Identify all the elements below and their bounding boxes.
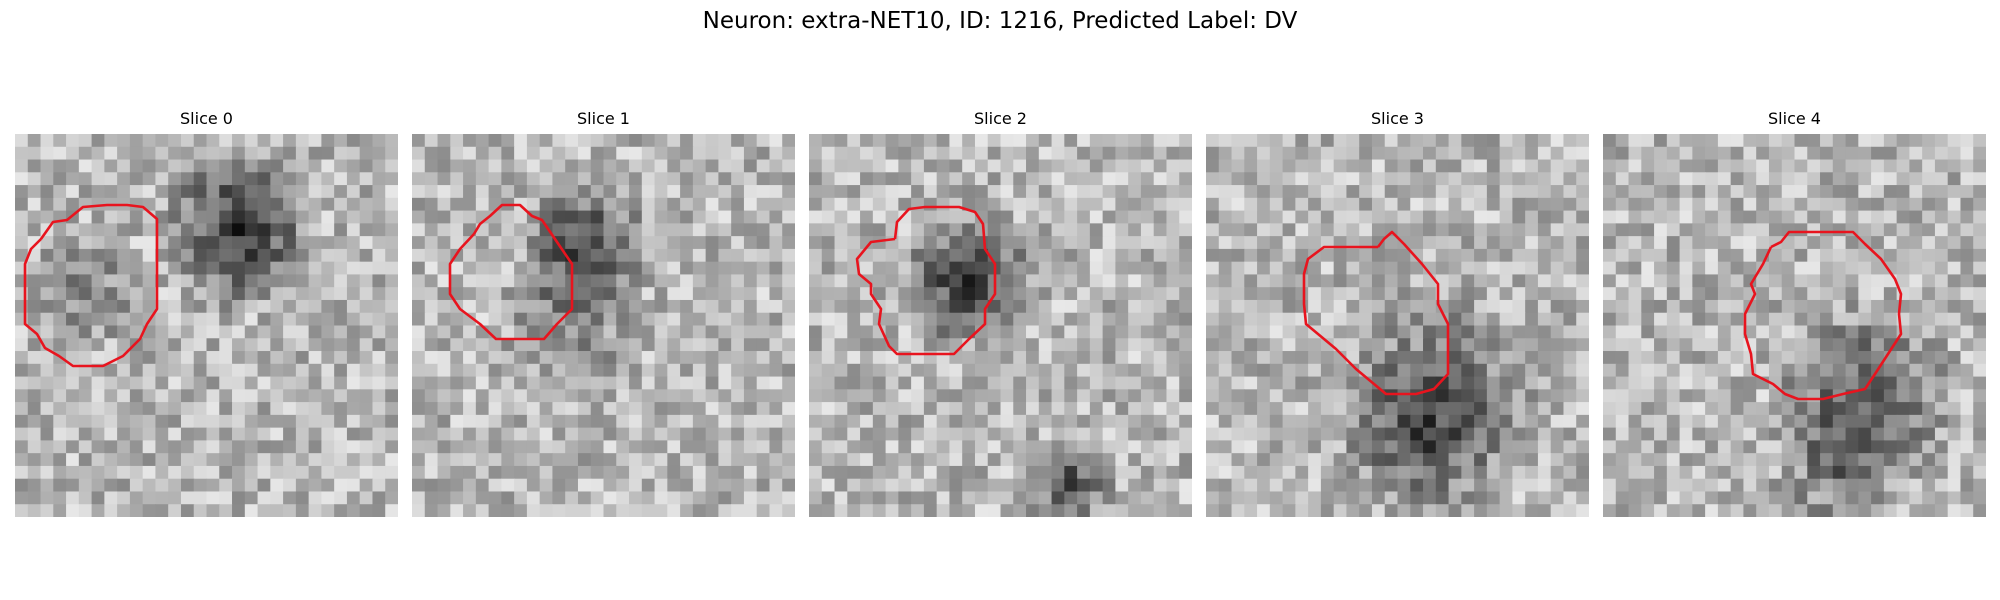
slice-image — [1206, 134, 1589, 517]
slice-title: Slice 0 — [180, 109, 233, 128]
roi-contour — [1302, 230, 1450, 396]
slice-image — [15, 134, 398, 517]
slice-title: Slice 4 — [1768, 109, 1821, 128]
slice-title: Slice 1 — [577, 109, 630, 128]
figure-title: Neuron: extra-NET10, ID: 1216, Predicted… — [702, 8, 1298, 34]
slice-panel-1: Slice 1 — [412, 108, 795, 517]
slice-image — [412, 134, 795, 517]
slice-image — [809, 134, 1192, 517]
roi-contour — [448, 203, 574, 341]
slice-panel-4: Slice 4 — [1603, 108, 1986, 517]
slice-image — [1603, 134, 1986, 517]
slice-title: Slice 3 — [1371, 109, 1424, 128]
roi-contour — [23, 203, 159, 368]
slice-title: Slice 2 — [974, 109, 1027, 128]
roi-contour — [1743, 230, 1903, 401]
slice-panel-2: Slice 2 — [809, 108, 1192, 517]
roi-contour — [855, 205, 997, 356]
slice-panel-3: Slice 3 — [1206, 108, 1589, 517]
slice-panel-0: Slice 0 — [15, 108, 398, 517]
